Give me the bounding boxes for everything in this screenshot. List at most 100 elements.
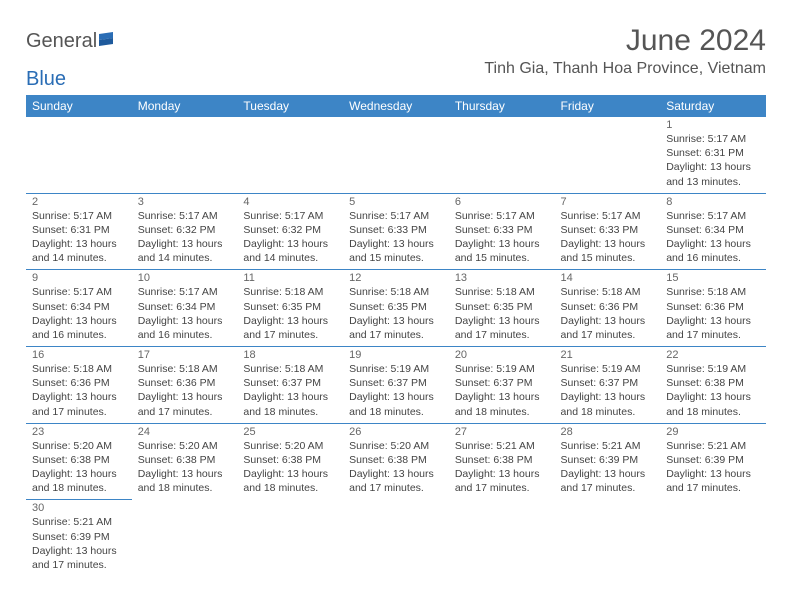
day-info: Sunrise: 5:17 AMSunset: 6:34 PMDaylight:… [32,285,126,342]
day-info: Sunrise: 5:18 AMSunset: 6:35 PMDaylight:… [455,285,549,342]
day-cell: 19Sunrise: 5:19 AMSunset: 6:37 PMDayligh… [343,347,449,424]
calendar-table: Sunday Monday Tuesday Wednesday Thursday… [26,95,766,576]
day-info: Sunrise: 5:21 AMSunset: 6:39 PMDaylight:… [32,515,126,572]
day-header: Friday [555,95,661,117]
day-cell: 21Sunrise: 5:19 AMSunset: 6:37 PMDayligh… [555,347,661,424]
day-number: 3 [138,196,232,208]
day-number: 7 [561,196,655,208]
logo-blue-text: Blue [26,68,766,91]
day-cell: 27Sunrise: 5:21 AMSunset: 6:38 PMDayligh… [449,423,555,500]
day-info: Sunrise: 5:18 AMSunset: 6:36 PMDaylight:… [138,362,232,419]
day-cell [132,117,238,193]
day-number: 17 [138,349,232,361]
day-header: Saturday [660,95,766,117]
day-cell: 12Sunrise: 5:18 AMSunset: 6:35 PMDayligh… [343,270,449,347]
day-cell: 2Sunrise: 5:17 AMSunset: 6:31 PMDaylight… [26,193,132,270]
day-number: 14 [561,272,655,284]
day-info: Sunrise: 5:21 AMSunset: 6:39 PMDaylight:… [666,439,760,496]
day-info: Sunrise: 5:20 AMSunset: 6:38 PMDaylight:… [349,439,443,496]
day-info: Sunrise: 5:17 AMSunset: 6:34 PMDaylight:… [666,209,760,266]
day-cell [660,500,766,576]
day-number: 5 [349,196,443,208]
day-cell: 25Sunrise: 5:20 AMSunset: 6:38 PMDayligh… [237,423,343,500]
day-cell: 29Sunrise: 5:21 AMSunset: 6:39 PMDayligh… [660,423,766,500]
day-cell: 9Sunrise: 5:17 AMSunset: 6:34 PMDaylight… [26,270,132,347]
day-cell [237,500,343,576]
day-info: Sunrise: 5:19 AMSunset: 6:37 PMDaylight:… [455,362,549,419]
day-number: 19 [349,349,443,361]
day-info: Sunrise: 5:17 AMSunset: 6:32 PMDaylight:… [138,209,232,266]
day-header: Wednesday [343,95,449,117]
day-cell [555,500,661,576]
day-number: 2 [32,196,126,208]
day-info: Sunrise: 5:21 AMSunset: 6:38 PMDaylight:… [455,439,549,496]
day-cell: 24Sunrise: 5:20 AMSunset: 6:38 PMDayligh… [132,423,238,500]
day-number: 16 [32,349,126,361]
day-cell: 15Sunrise: 5:18 AMSunset: 6:36 PMDayligh… [660,270,766,347]
day-number: 26 [349,426,443,438]
day-number: 12 [349,272,443,284]
day-cell [132,500,238,576]
day-cell: 5Sunrise: 5:17 AMSunset: 6:33 PMDaylight… [343,193,449,270]
day-info: Sunrise: 5:20 AMSunset: 6:38 PMDaylight:… [32,439,126,496]
day-header: Monday [132,95,238,117]
day-info: Sunrise: 5:19 AMSunset: 6:37 PMDaylight:… [561,362,655,419]
day-cell: 1Sunrise: 5:17 AMSunset: 6:31 PMDaylight… [660,117,766,193]
page: General June 2024 Tinh Gia, Thanh Hoa Pr… [0,0,792,586]
day-cell: 17Sunrise: 5:18 AMSunset: 6:36 PMDayligh… [132,347,238,424]
day-info: Sunrise: 5:18 AMSunset: 6:35 PMDaylight:… [349,285,443,342]
day-header: Tuesday [237,95,343,117]
day-cell: 22Sunrise: 5:19 AMSunset: 6:38 PMDayligh… [660,347,766,424]
day-info: Sunrise: 5:18 AMSunset: 6:37 PMDaylight:… [243,362,337,419]
day-info: Sunrise: 5:18 AMSunset: 6:36 PMDaylight:… [666,285,760,342]
day-cell: 8Sunrise: 5:17 AMSunset: 6:34 PMDaylight… [660,193,766,270]
day-number: 15 [666,272,760,284]
day-number: 1 [666,119,760,131]
month-title: June 2024 [484,24,766,58]
day-number: 4 [243,196,337,208]
logo-flag-icon [99,32,121,53]
day-cell: 6Sunrise: 5:17 AMSunset: 6:33 PMDaylight… [449,193,555,270]
day-cell: 23Sunrise: 5:20 AMSunset: 6:38 PMDayligh… [26,423,132,500]
day-info: Sunrise: 5:17 AMSunset: 6:31 PMDaylight:… [666,132,760,189]
day-cell: 11Sunrise: 5:18 AMSunset: 6:35 PMDayligh… [237,270,343,347]
day-number: 6 [455,196,549,208]
logo: General [26,30,123,53]
week-row: 2Sunrise: 5:17 AMSunset: 6:31 PMDaylight… [26,193,766,270]
day-cell: 4Sunrise: 5:17 AMSunset: 6:32 PMDaylight… [237,193,343,270]
day-cell: 18Sunrise: 5:18 AMSunset: 6:37 PMDayligh… [237,347,343,424]
day-info: Sunrise: 5:18 AMSunset: 6:36 PMDaylight:… [561,285,655,342]
day-cell [449,117,555,193]
day-info: Sunrise: 5:17 AMSunset: 6:34 PMDaylight:… [138,285,232,342]
day-number: 22 [666,349,760,361]
day-header-row: Sunday Monday Tuesday Wednesday Thursday… [26,95,766,117]
day-info: Sunrise: 5:17 AMSunset: 6:33 PMDaylight:… [455,209,549,266]
week-row: 9Sunrise: 5:17 AMSunset: 6:34 PMDaylight… [26,270,766,347]
day-cell [555,117,661,193]
day-cell: 13Sunrise: 5:18 AMSunset: 6:35 PMDayligh… [449,270,555,347]
week-row: 23Sunrise: 5:20 AMSunset: 6:38 PMDayligh… [26,423,766,500]
day-number: 18 [243,349,337,361]
day-number: 20 [455,349,549,361]
day-number: 21 [561,349,655,361]
day-number: 29 [666,426,760,438]
day-header: Sunday [26,95,132,117]
day-cell: 14Sunrise: 5:18 AMSunset: 6:36 PMDayligh… [555,270,661,347]
day-cell: 20Sunrise: 5:19 AMSunset: 6:37 PMDayligh… [449,347,555,424]
week-row: 1Sunrise: 5:17 AMSunset: 6:31 PMDaylight… [26,117,766,193]
day-info: Sunrise: 5:18 AMSunset: 6:36 PMDaylight:… [32,362,126,419]
day-number: 13 [455,272,549,284]
day-number: 30 [32,502,126,514]
day-cell: 30Sunrise: 5:21 AMSunset: 6:39 PMDayligh… [26,500,132,576]
day-info: Sunrise: 5:20 AMSunset: 6:38 PMDaylight:… [243,439,337,496]
day-info: Sunrise: 5:17 AMSunset: 6:33 PMDaylight:… [349,209,443,266]
day-cell: 26Sunrise: 5:20 AMSunset: 6:38 PMDayligh… [343,423,449,500]
day-info: Sunrise: 5:19 AMSunset: 6:38 PMDaylight:… [666,362,760,419]
day-cell: 10Sunrise: 5:17 AMSunset: 6:34 PMDayligh… [132,270,238,347]
day-cell [449,500,555,576]
day-cell: 7Sunrise: 5:17 AMSunset: 6:33 PMDaylight… [555,193,661,270]
day-cell [343,117,449,193]
calendar-body: 1Sunrise: 5:17 AMSunset: 6:31 PMDaylight… [26,117,766,576]
day-cell: 3Sunrise: 5:17 AMSunset: 6:32 PMDaylight… [132,193,238,270]
day-cell: 16Sunrise: 5:18 AMSunset: 6:36 PMDayligh… [26,347,132,424]
